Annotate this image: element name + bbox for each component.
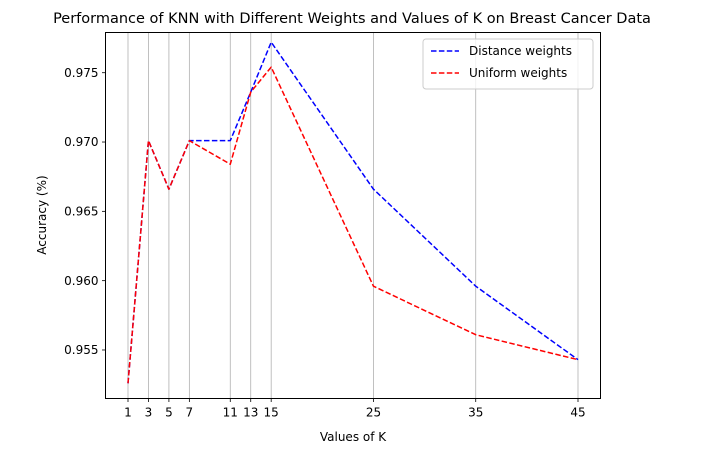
legend: Distance weights Uniform weights (422, 38, 594, 90)
legend-label: Uniform weights (469, 66, 567, 80)
y-tick-label: 0.965 (64, 205, 98, 219)
legend-label: Distance weights (469, 44, 572, 58)
series-line-uniform-weights (127, 66, 579, 384)
legend-box (422, 38, 594, 90)
y-axis-ticks: 0.955 0.960 0.965 0.970 0.975 (64, 66, 106, 357)
y-tick-label: 0.960 (64, 274, 98, 288)
y-tick-label: 0.970 (64, 135, 98, 149)
x-axis-label: Values of K (320, 430, 387, 444)
x-tick-label: 45 (570, 406, 585, 420)
x-tick-label: 1 (124, 406, 132, 420)
x-tick-label: 35 (468, 406, 483, 420)
x-tick-label: 5 (165, 406, 173, 420)
series-line-distance-weights (127, 41, 579, 384)
y-tick-label: 0.975 (64, 66, 98, 80)
chart-title: Performance of KNN with Different Weight… (53, 11, 651, 27)
x-tick-label: 11 (223, 406, 238, 420)
x-axis-ticks: 1 3 5 7 11 13 15 25 35 45 (124, 398, 586, 420)
x-tick-label: 13 (243, 406, 258, 420)
plot-area-frame (105, 32, 601, 399)
x-tick-label: 15 (264, 406, 279, 420)
series-lines (127, 41, 579, 384)
y-tick-label: 0.955 (64, 343, 98, 357)
x-tick-label: 25 (366, 406, 381, 420)
x-tick-label: 3 (145, 406, 153, 420)
y-axis-label: Accuracy (%) (35, 175, 49, 254)
x-tick-label: 7 (186, 406, 194, 420)
